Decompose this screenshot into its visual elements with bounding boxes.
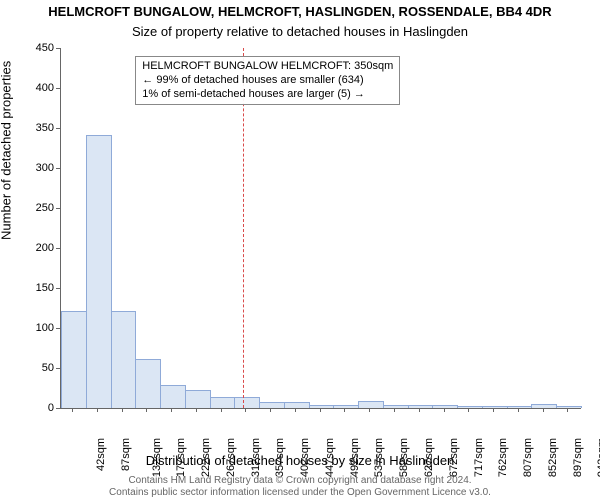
x-tick-mark bbox=[221, 408, 222, 412]
y-tick-mark bbox=[56, 208, 60, 209]
y-tick-label: 250 bbox=[36, 202, 54, 214]
x-tick-mark bbox=[270, 408, 271, 412]
histogram-bar bbox=[111, 311, 137, 408]
y-tick-label: 200 bbox=[36, 242, 54, 254]
x-tick-mark bbox=[295, 408, 296, 412]
histogram-bar bbox=[185, 390, 211, 408]
histogram-bar bbox=[482, 406, 508, 408]
x-tick-mark bbox=[468, 408, 469, 412]
y-tick-mark bbox=[56, 168, 60, 169]
x-tick-mark bbox=[196, 408, 197, 412]
y-tick-label: 350 bbox=[36, 122, 54, 134]
x-tick-mark bbox=[122, 408, 123, 412]
histogram-bar bbox=[457, 406, 483, 408]
x-tick-mark bbox=[72, 408, 73, 412]
histogram-bar bbox=[432, 405, 458, 408]
y-tick-mark bbox=[56, 48, 60, 49]
x-tick-mark bbox=[567, 408, 568, 412]
y-tick-label: 150 bbox=[36, 282, 54, 294]
x-axis-label: Distribution of detached houses by size … bbox=[0, 453, 600, 468]
x-tick-mark bbox=[97, 408, 98, 412]
plot-area: HELMCROFT BUNGALOW HELMCROFT: 350sqm← 99… bbox=[60, 48, 581, 409]
y-axis-label: Number of detached properties bbox=[0, 61, 14, 240]
histogram-bar bbox=[531, 404, 557, 408]
y-tick-label: 0 bbox=[48, 402, 54, 414]
annotation-line-1: HELMCROFT BUNGALOW HELMCROFT: 350sqm bbox=[142, 60, 393, 74]
histogram-bar bbox=[86, 135, 112, 408]
y-tick-label: 100 bbox=[36, 322, 54, 334]
y-tick-mark bbox=[56, 368, 60, 369]
annotation-line-2: ← 99% of detached houses are smaller (63… bbox=[142, 74, 393, 88]
x-tick-mark bbox=[320, 408, 321, 412]
x-tick-mark bbox=[493, 408, 494, 412]
annotation-box: HELMCROFT BUNGALOW HELMCROFT: 350sqm← 99… bbox=[135, 56, 400, 105]
histogram-bar bbox=[284, 402, 310, 408]
y-tick-mark bbox=[56, 408, 60, 409]
x-tick-mark bbox=[419, 408, 420, 412]
histogram-bar bbox=[358, 401, 384, 408]
histogram-bar bbox=[160, 385, 186, 408]
histogram-bar bbox=[333, 405, 359, 408]
x-tick-mark bbox=[146, 408, 147, 412]
attribution-line-2: Contains public sector information licen… bbox=[109, 487, 491, 498]
y-tick-label: 400 bbox=[36, 82, 54, 94]
chart-container: HELMCROFT BUNGALOW, HELMCROFT, HASLINGDE… bbox=[0, 0, 600, 500]
histogram-bar bbox=[234, 397, 260, 408]
histogram-bar bbox=[507, 406, 533, 408]
y-tick-label: 50 bbox=[42, 362, 54, 374]
histogram-bar bbox=[556, 406, 582, 408]
x-tick-mark bbox=[444, 408, 445, 412]
histogram-bar bbox=[61, 311, 87, 408]
y-tick-mark bbox=[56, 328, 60, 329]
histogram-bar bbox=[309, 405, 335, 408]
x-tick-mark bbox=[518, 408, 519, 412]
y-tick-mark bbox=[56, 248, 60, 249]
chart-subtitle: Size of property relative to detached ho… bbox=[0, 24, 600, 39]
x-tick-mark bbox=[543, 408, 544, 412]
annotation-line-3: 1% of semi-detached houses are larger (5… bbox=[142, 88, 393, 102]
histogram-bar bbox=[135, 359, 161, 408]
histogram-bar bbox=[259, 402, 285, 408]
histogram-bar bbox=[383, 405, 409, 408]
attribution-text: Contains HM Land Registry data © Crown c… bbox=[0, 475, 600, 498]
x-tick-mark bbox=[171, 408, 172, 412]
x-tick-mark bbox=[369, 408, 370, 412]
y-tick-mark bbox=[56, 128, 60, 129]
x-tick-mark bbox=[344, 408, 345, 412]
histogram-bar bbox=[210, 397, 236, 408]
chart-title: HELMCROFT BUNGALOW, HELMCROFT, HASLINGDE… bbox=[0, 4, 600, 19]
y-tick-mark bbox=[56, 288, 60, 289]
x-tick-mark bbox=[245, 408, 246, 412]
attribution-line-1: Contains HM Land Registry data © Crown c… bbox=[128, 475, 471, 486]
y-tick-label: 300 bbox=[36, 162, 54, 174]
x-tick-mark bbox=[394, 408, 395, 412]
y-tick-mark bbox=[56, 88, 60, 89]
y-tick-label: 450 bbox=[36, 42, 54, 54]
histogram-bar bbox=[408, 405, 434, 408]
